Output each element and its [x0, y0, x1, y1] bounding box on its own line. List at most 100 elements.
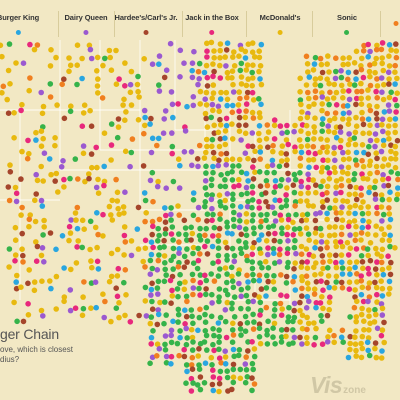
restaurant-dot	[338, 189, 344, 196]
restaurant-dot	[88, 305, 94, 312]
restaurant-dot	[170, 114, 176, 121]
restaurant-dot	[364, 176, 371, 182]
restaurant-dot	[210, 367, 216, 374]
restaurant-dot	[216, 327, 222, 333]
restaurant-dot	[222, 287, 229, 294]
restaurant-dot	[217, 116, 223, 123]
restaurant-dot	[231, 223, 237, 230]
restaurant-dot	[278, 158, 285, 164]
restaurant-dot	[222, 177, 228, 183]
restaurant-dot	[378, 148, 385, 155]
restaurant-dot	[304, 198, 310, 204]
restaurant-dot	[73, 217, 79, 223]
restaurant-dot	[352, 294, 358, 300]
restaurant-dot	[353, 223, 359, 230]
restaurant-dot	[386, 136, 392, 142]
restaurant-dot	[80, 150, 87, 157]
restaurant-dot	[338, 164, 345, 170]
restaurant-dot	[238, 137, 244, 143]
legend-item-jack-in-the-box[interactable]: Jack in the Box	[185, 13, 239, 35]
restaurant-dot	[351, 304, 358, 311]
restaurant-dot	[264, 272, 270, 279]
restaurant-dot	[304, 61, 311, 67]
restaurant-dot	[210, 260, 216, 267]
restaurant-dot	[194, 382, 201, 388]
restaurant-dot	[183, 380, 189, 387]
restaurant-dot	[298, 183, 305, 190]
restaurant-dot	[230, 332, 237, 338]
restaurant-dot	[147, 320, 154, 327]
restaurant-dot	[393, 109, 399, 115]
restaurant-dot	[170, 237, 176, 243]
restaurant-dot	[20, 259, 26, 265]
restaurant-dot	[250, 97, 257, 103]
restaurant-dot	[108, 212, 114, 218]
legend-item-hardees-carls-jr[interactable]: Hardee's/Carl's Jr.	[115, 13, 178, 35]
restaurant-dot	[181, 286, 188, 293]
restaurant-dot	[141, 56, 147, 62]
restaurant-dot	[109, 197, 115, 204]
restaurant-dot	[222, 239, 229, 246]
restaurant-dot	[291, 334, 298, 341]
restaurant-dot	[272, 184, 279, 190]
restaurant-dot	[68, 217, 74, 223]
restaurant-dot	[149, 169, 156, 176]
restaurant-dot	[224, 170, 231, 177]
restaurant-dot	[392, 245, 398, 251]
restaurant-dot	[53, 273, 60, 280]
restaurant-dot	[305, 89, 311, 96]
restaurant-dot	[163, 360, 170, 366]
restaurant-dot	[224, 96, 231, 103]
restaurant-dot	[149, 280, 155, 287]
restaurant-dot	[161, 320, 167, 327]
legend-item-sonic[interactable]: Sonic	[337, 13, 357, 35]
restaurant-dot	[250, 298, 256, 305]
restaurant-dot	[195, 353, 201, 359]
restaurant-dot	[242, 313, 249, 320]
restaurant-dot	[373, 55, 380, 62]
restaurant-dot	[217, 75, 224, 81]
restaurant-dot	[285, 246, 291, 252]
restaurant-dot	[168, 361, 174, 367]
restaurant-dot	[148, 292, 154, 298]
restaurant-dot	[74, 81, 80, 88]
restaurant-dot	[324, 239, 330, 246]
restaurant-dot	[204, 218, 210, 224]
restaurant-dot	[244, 190, 250, 197]
restaurant-dot	[116, 300, 122, 306]
restaurant-dot	[358, 66, 365, 73]
restaurant-dot	[155, 278, 162, 285]
restaurant-dot	[263, 304, 270, 311]
restaurant-dot	[122, 239, 129, 245]
restaurant-dot	[154, 285, 161, 291]
restaurant-dot	[203, 62, 210, 69]
restaurant-dot	[122, 312, 128, 319]
restaurant-dot	[196, 366, 203, 373]
legend-item-dairy-queen[interactable]: Dairy Queen	[64, 13, 108, 35]
restaurant-dot	[194, 265, 201, 272]
legend-item-cut-off-chain[interactable]	[393, 13, 399, 26]
restaurant-dot	[182, 279, 188, 285]
restaurant-dot	[345, 354, 352, 361]
restaurant-dot	[38, 89, 44, 96]
restaurant-dot	[229, 75, 235, 81]
restaurant-dot	[245, 285, 251, 291]
legend-item-burger-king[interactable]: Burger King	[0, 13, 39, 35]
restaurant-dot	[393, 150, 399, 157]
restaurant-dot	[101, 178, 108, 185]
restaurant-dot	[326, 101, 332, 108]
restaurant-dot	[120, 102, 126, 108]
restaurant-dot	[358, 278, 365, 284]
restaurant-dot	[242, 379, 249, 386]
restaurant-dot	[196, 232, 203, 239]
restaurant-dot	[170, 266, 176, 272]
restaurant-dot	[209, 381, 216, 388]
restaurant-dot	[374, 155, 380, 162]
restaurant-dot	[257, 156, 264, 162]
restaurant-dot	[215, 232, 222, 239]
restaurant-dot	[12, 237, 19, 243]
restaurant-dot	[313, 304, 319, 311]
restaurant-dot	[250, 244, 256, 251]
legend-item-mcdonalds[interactable]: McDonald's	[260, 13, 300, 35]
restaurant-dot	[304, 136, 311, 143]
